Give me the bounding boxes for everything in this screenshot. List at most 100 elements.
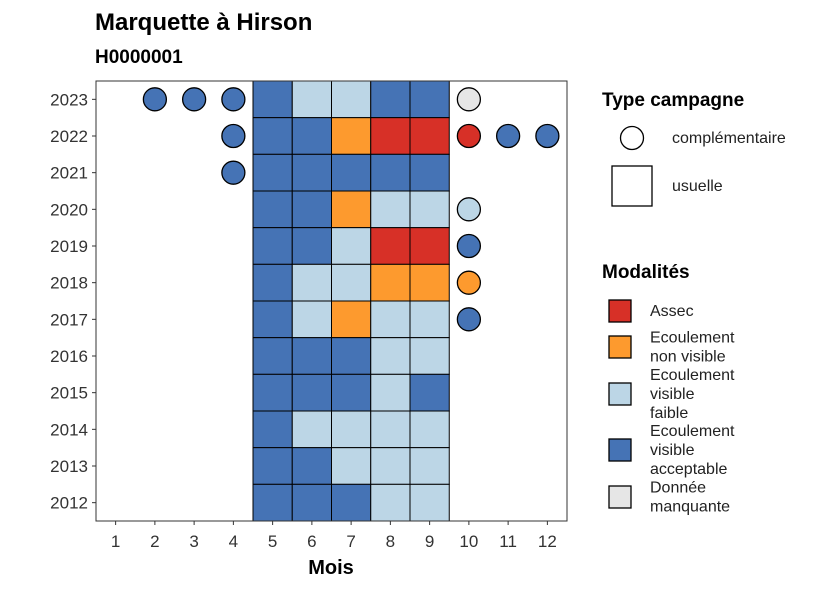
y-tick-label: 2013 bbox=[50, 457, 88, 476]
legend-label: non visible bbox=[650, 349, 726, 366]
legend-label: visible bbox=[650, 386, 695, 403]
tile-2012-8 bbox=[370, 483, 411, 522]
x-tick-label: 3 bbox=[189, 532, 198, 551]
tile-2023-5 bbox=[252, 80, 293, 119]
tile-2015-7 bbox=[331, 373, 372, 412]
x-tick-label: 9 bbox=[425, 532, 434, 551]
legend-label: Ecoulement bbox=[650, 367, 735, 384]
tile-2012-9 bbox=[409, 483, 450, 522]
tile-2016-6 bbox=[291, 337, 332, 375]
point-2022-12 bbox=[535, 123, 560, 149]
tile-2020-8 bbox=[370, 190, 411, 229]
legend-circle-key bbox=[619, 125, 645, 151]
y-tick-label: 2023 bbox=[50, 90, 88, 109]
point-2018-10 bbox=[456, 270, 482, 295]
point-2022-10 bbox=[456, 123, 482, 149]
tile-2013-6 bbox=[291, 447, 332, 485]
tile-2018-7 bbox=[331, 263, 372, 302]
x-tick-label: 8 bbox=[386, 532, 395, 551]
tile-2013-9 bbox=[409, 447, 450, 485]
tile-2017-5 bbox=[252, 300, 293, 339]
tile-2013-7 bbox=[331, 447, 372, 485]
legend-key bbox=[608, 485, 632, 509]
tile-2023-9 bbox=[409, 80, 450, 119]
legend-label: visible bbox=[650, 442, 695, 459]
legend-label: acceptable bbox=[650, 461, 727, 478]
tile-2014-5 bbox=[252, 410, 293, 449]
tile-2017-6 bbox=[291, 300, 332, 339]
tile-2023-6 bbox=[291, 80, 332, 119]
tile-2023-7 bbox=[331, 80, 372, 119]
y-tick-label: 2016 bbox=[50, 347, 88, 366]
legend-key bbox=[608, 438, 632, 462]
tile-2023-8 bbox=[370, 80, 411, 119]
y-tick-label: 2014 bbox=[50, 420, 88, 439]
legend-key bbox=[608, 382, 632, 406]
y-tick-label: 2021 bbox=[50, 164, 88, 183]
legend-key bbox=[608, 335, 632, 359]
x-tick-label: 2 bbox=[150, 532, 159, 551]
legend-label: faible bbox=[650, 405, 688, 422]
legend-key bbox=[608, 299, 632, 323]
point-2017-10 bbox=[456, 307, 482, 332]
tile-2014-7 bbox=[331, 410, 372, 449]
point-2022-4 bbox=[221, 123, 246, 149]
y-tick-label: 2018 bbox=[50, 274, 88, 293]
tile-2022-8 bbox=[370, 117, 411, 155]
plot-area: 2012 2013 2014 2015 2016 2017 2018 2019 2020 2021… bbox=[50, 80, 568, 551]
point-2022-11 bbox=[495, 123, 521, 149]
tile-2014-9 bbox=[409, 410, 450, 449]
point-2023-2 bbox=[142, 87, 168, 112]
y-tick-label: 2022 bbox=[50, 127, 88, 146]
tile-2017-8 bbox=[370, 300, 411, 339]
x-tick-label: 11 bbox=[499, 532, 517, 551]
y-tick-label: 2017 bbox=[50, 310, 88, 329]
x-tick-label: 5 bbox=[268, 532, 277, 551]
legend-square-key bbox=[611, 165, 653, 207]
tile-2016-8 bbox=[370, 337, 411, 375]
tile-2014-6 bbox=[291, 410, 332, 449]
tile-2014-8 bbox=[370, 410, 411, 449]
chart-subtitle: H0000001 bbox=[95, 47, 183, 68]
legend-type-title: Type campagne bbox=[602, 90, 744, 111]
y-tick-label: 2012 bbox=[50, 494, 88, 513]
tile-2018-5 bbox=[252, 263, 293, 302]
x-tick-label: 7 bbox=[346, 532, 355, 551]
y-tick-label: 2015 bbox=[50, 384, 88, 403]
tile-2017-7 bbox=[331, 300, 372, 339]
legend-label: Donnée bbox=[650, 480, 706, 497]
tile-2018-9 bbox=[409, 263, 450, 302]
tile-2022-6 bbox=[291, 117, 332, 155]
legend-label: Assec bbox=[650, 303, 694, 320]
point-2023-3 bbox=[181, 87, 207, 112]
tile-2020-7 bbox=[331, 190, 372, 229]
legend-type-label: usuelle bbox=[672, 178, 723, 195]
x-tick-label: 1 bbox=[111, 532, 120, 551]
tile-2021-8 bbox=[370, 153, 411, 192]
point-2023-10 bbox=[456, 87, 482, 112]
tile-2022-9 bbox=[409, 117, 450, 155]
legend-label: manquante bbox=[650, 499, 730, 516]
tile-2016-9 bbox=[409, 337, 450, 375]
tile-2012-5 bbox=[252, 483, 293, 522]
legend-label: Ecoulement bbox=[650, 330, 735, 347]
tile-2020-5 bbox=[252, 190, 293, 229]
point-2020-10 bbox=[456, 197, 482, 222]
legend-label: Ecoulement bbox=[650, 423, 735, 440]
x-tick-label: 6 bbox=[307, 532, 316, 551]
tile-2015-8 bbox=[370, 373, 411, 412]
tile-2019-5 bbox=[252, 227, 293, 265]
tile-2021-5 bbox=[252, 153, 293, 192]
x-tick-label: 12 bbox=[538, 532, 557, 551]
x-axis-label: Mois bbox=[308, 557, 354, 579]
tile-2013-5 bbox=[252, 447, 293, 485]
tile-2020-9 bbox=[409, 190, 450, 229]
tile-2019-9 bbox=[409, 227, 450, 265]
legends: Type campagne complémentaire usuelle Modali… bbox=[602, 90, 786, 516]
tile-2022-5 bbox=[252, 117, 293, 155]
legend-type-label: complémentaire bbox=[672, 130, 786, 147]
tile-2015-6 bbox=[291, 373, 332, 412]
plot-border bbox=[95, 80, 568, 522]
tile-2021-9 bbox=[409, 153, 450, 192]
